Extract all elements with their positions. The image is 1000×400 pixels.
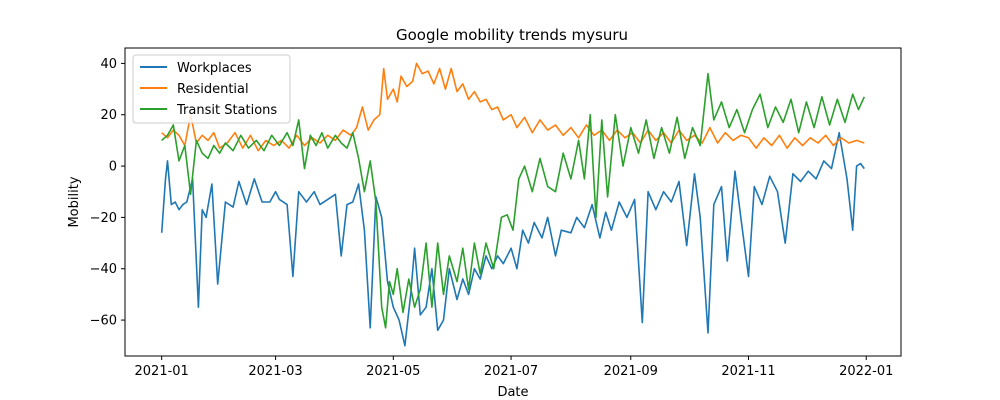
y-tick-label: 40 bbox=[100, 57, 117, 72]
plot-lines bbox=[160, 62, 866, 347]
legend-label: Workplaces bbox=[177, 61, 252, 76]
series-line-1 bbox=[161, 62, 865, 152]
x-tick-label: 2022-01 bbox=[839, 364, 893, 379]
legend-label: Transit Stations bbox=[176, 103, 277, 118]
legend-label: Residential bbox=[177, 82, 249, 97]
legend: Workplaces Residential Transit Stations bbox=[132, 54, 291, 124]
legend-box bbox=[132, 54, 291, 124]
y-axis-label: Mobility bbox=[67, 176, 82, 227]
x-axis: 2021-01 2021-03 2021-05 2021-07 2021-09 2021-… bbox=[135, 356, 893, 379]
y-axis: −60 −40 −20 0 20 40 bbox=[90, 57, 125, 329]
y-tick-label: 0 bbox=[109, 160, 117, 175]
x-tick-label: 2021-01 bbox=[135, 364, 189, 379]
series-line-0 bbox=[160, 131, 865, 347]
x-tick-label: 2021-11 bbox=[721, 364, 775, 379]
chart-title: Google mobility trends mysuru bbox=[396, 26, 628, 44]
x-axis-label: Date bbox=[497, 385, 528, 400]
x-tick-label: 2021-07 bbox=[484, 364, 538, 379]
series-line-2 bbox=[161, 72, 866, 329]
y-tick-label: −40 bbox=[90, 262, 117, 277]
x-tick-label: 2021-03 bbox=[248, 364, 302, 379]
y-tick-label: 20 bbox=[100, 108, 117, 123]
x-tick-label: 2021-09 bbox=[604, 364, 658, 379]
plot-frame bbox=[124, 47, 902, 357]
y-tick-label: −60 bbox=[90, 314, 117, 329]
x-tick-label: 2021-05 bbox=[366, 364, 420, 379]
y-tick-label: −20 bbox=[90, 211, 117, 226]
